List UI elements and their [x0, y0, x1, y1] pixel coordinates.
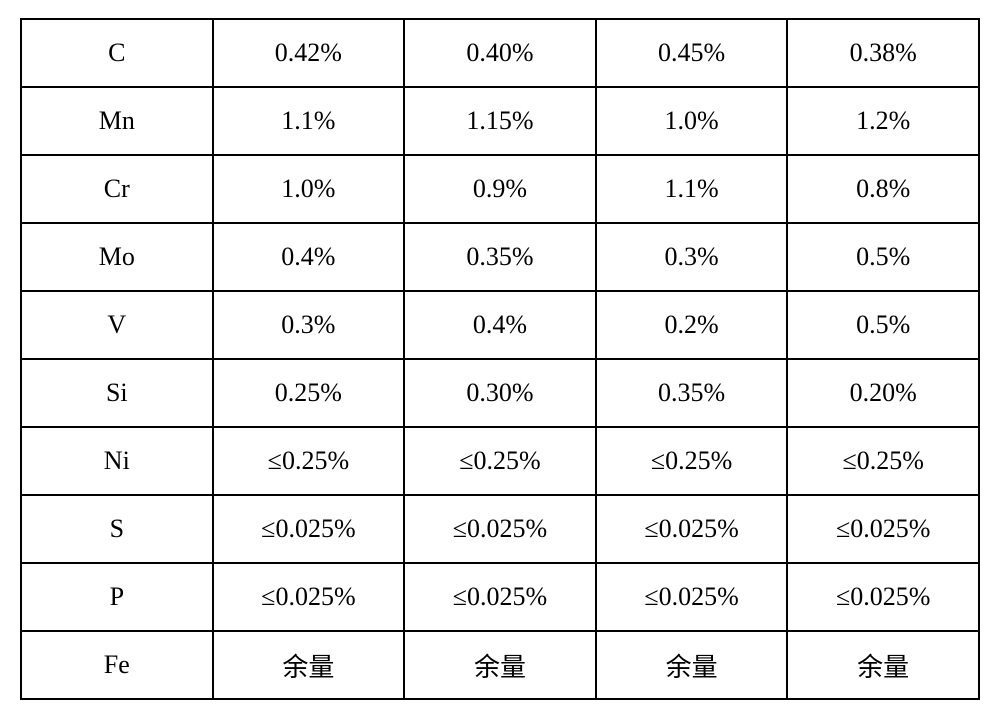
- value-cell: 余量: [404, 631, 596, 699]
- value-cell: 1.15%: [404, 87, 596, 155]
- value-cell: 余量: [213, 631, 405, 699]
- value-cell: 0.4%: [404, 291, 596, 359]
- value-cell: ≤0.025%: [404, 495, 596, 563]
- table-row: P ≤0.025% ≤0.025% ≤0.025% ≤0.025%: [21, 563, 979, 631]
- value-cell: 0.25%: [213, 359, 405, 427]
- value-cell: 0.40%: [404, 19, 596, 87]
- value-cell: 0.35%: [404, 223, 596, 291]
- table-row: Cr 1.0% 0.9% 1.1% 0.8%: [21, 155, 979, 223]
- value-cell: 0.8%: [787, 155, 979, 223]
- table-row: C 0.42% 0.40% 0.45% 0.38%: [21, 19, 979, 87]
- element-cell: Mn: [21, 87, 213, 155]
- table-row: V 0.3% 0.4% 0.2% 0.5%: [21, 291, 979, 359]
- table-row: Si 0.25% 0.30% 0.35% 0.20%: [21, 359, 979, 427]
- composition-table: C 0.42% 0.40% 0.45% 0.38% Mn 1.1% 1.15% …: [20, 18, 980, 700]
- value-cell: ≤0.025%: [213, 563, 405, 631]
- value-cell: ≤0.025%: [787, 563, 979, 631]
- value-cell: 1.0%: [213, 155, 405, 223]
- element-cell: Cr: [21, 155, 213, 223]
- element-cell: Si: [21, 359, 213, 427]
- table-row: S ≤0.025% ≤0.025% ≤0.025% ≤0.025%: [21, 495, 979, 563]
- table-row: Mo 0.4% 0.35% 0.3% 0.5%: [21, 223, 979, 291]
- element-cell: Mo: [21, 223, 213, 291]
- value-cell: ≤0.025%: [596, 563, 788, 631]
- table-body: C 0.42% 0.40% 0.45% 0.38% Mn 1.1% 1.15% …: [21, 19, 979, 699]
- value-cell: ≤0.025%: [213, 495, 405, 563]
- element-cell: C: [21, 19, 213, 87]
- value-cell: 1.0%: [596, 87, 788, 155]
- value-cell: 0.5%: [787, 223, 979, 291]
- value-cell: ≤0.25%: [787, 427, 979, 495]
- element-cell: Fe: [21, 631, 213, 699]
- value-cell: 0.3%: [213, 291, 405, 359]
- value-cell: ≤0.025%: [596, 495, 788, 563]
- element-cell: Ni: [21, 427, 213, 495]
- element-cell: P: [21, 563, 213, 631]
- value-cell: 0.45%: [596, 19, 788, 87]
- table-row: Mn 1.1% 1.15% 1.0% 1.2%: [21, 87, 979, 155]
- value-cell: ≤0.25%: [213, 427, 405, 495]
- table-row: Ni ≤0.25% ≤0.25% ≤0.25% ≤0.25%: [21, 427, 979, 495]
- table-row: Fe 余量 余量 余量 余量: [21, 631, 979, 699]
- value-cell: 0.5%: [787, 291, 979, 359]
- value-cell: 0.30%: [404, 359, 596, 427]
- composition-table-container: C 0.42% 0.40% 0.45% 0.38% Mn 1.1% 1.15% …: [20, 18, 980, 700]
- value-cell: ≤0.025%: [404, 563, 596, 631]
- value-cell: ≤0.025%: [787, 495, 979, 563]
- value-cell: ≤0.25%: [596, 427, 788, 495]
- value-cell: 0.3%: [596, 223, 788, 291]
- value-cell: 余量: [787, 631, 979, 699]
- value-cell: 1.1%: [596, 155, 788, 223]
- element-cell: S: [21, 495, 213, 563]
- value-cell: 0.2%: [596, 291, 788, 359]
- value-cell: 1.2%: [787, 87, 979, 155]
- value-cell: 0.42%: [213, 19, 405, 87]
- value-cell: ≤0.25%: [404, 427, 596, 495]
- value-cell: 1.1%: [213, 87, 405, 155]
- value-cell: 0.20%: [787, 359, 979, 427]
- value-cell: 0.35%: [596, 359, 788, 427]
- value-cell: 0.4%: [213, 223, 405, 291]
- value-cell: 余量: [596, 631, 788, 699]
- value-cell: 0.38%: [787, 19, 979, 87]
- value-cell: 0.9%: [404, 155, 596, 223]
- element-cell: V: [21, 291, 213, 359]
